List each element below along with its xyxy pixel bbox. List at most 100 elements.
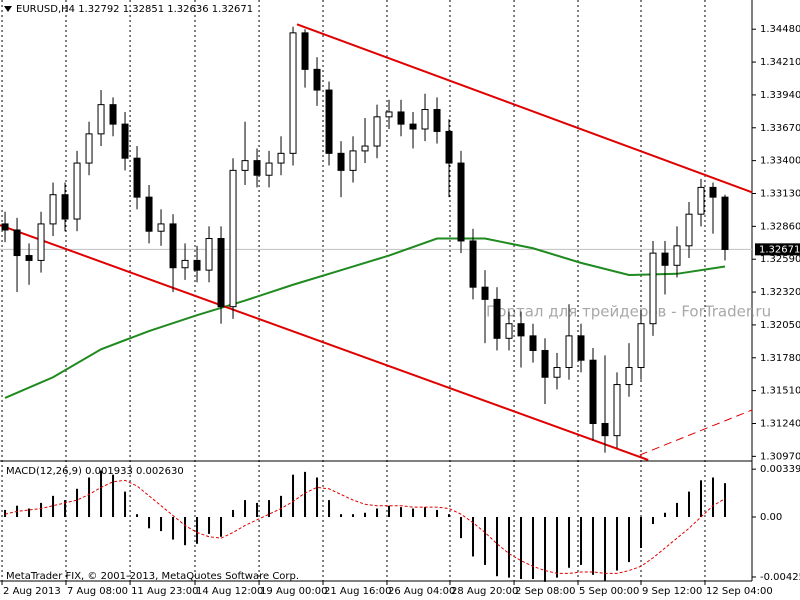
candle-body	[625, 367, 633, 386]
candle-body	[73, 162, 81, 220]
candle-body	[457, 162, 465, 242]
chart-title: EURUSD,H4 1.32792 1.32851 1.32636 1.3267…	[16, 4, 253, 15]
candle-body	[661, 252, 669, 266]
candle-body	[373, 116, 381, 147]
candle-body	[385, 111, 393, 118]
candle-body	[469, 240, 477, 288]
candle-body	[577, 335, 585, 361]
candle-body	[37, 223, 45, 261]
candle-body	[13, 229, 21, 257]
x-tick-label: 2 Aug 2013	[3, 586, 61, 597]
y-tick-label: 1.34210	[760, 57, 800, 68]
macd-bar	[340, 514, 343, 517]
y-tick-label: 1.32320	[760, 287, 800, 298]
macd-bar	[604, 516, 607, 581]
x-tick-label: 7 Aug 08:00	[67, 586, 128, 597]
macd-bar	[112, 474, 115, 517]
macd-bar	[472, 516, 475, 557]
macd-bar	[640, 516, 643, 549]
macd-bar	[568, 516, 571, 568]
macd-bar	[232, 509, 235, 517]
x-tick-label: 28 Aug 20:00	[451, 586, 518, 597]
macd-bar	[4, 509, 7, 517]
x-tick-label: 21 Aug 16:00	[324, 586, 391, 597]
candle-body	[673, 245, 681, 266]
y-tick-label: 1.32050	[760, 320, 800, 331]
macd-bar	[196, 516, 199, 544]
macd-bar	[484, 516, 487, 565]
candle-body	[721, 196, 729, 250]
y-tick-label: 0.003393	[760, 464, 800, 475]
x-tick-label: 12 Sep 04:00	[706, 586, 773, 597]
candle-body	[145, 196, 153, 232]
y-tick-label: 1.30970	[760, 451, 800, 462]
candle-body	[265, 162, 273, 176]
trend-line	[639, 409, 753, 456]
candle-body	[1, 223, 9, 231]
macd-bar	[208, 516, 211, 534]
candle-body	[433, 109, 441, 132]
y-tick-label: 1.32860	[760, 221, 800, 232]
macd-bar	[352, 514, 355, 517]
macd-bar	[412, 508, 415, 517]
x-tick-label: 9 Sep 12:00	[642, 586, 702, 597]
macd-bar	[436, 509, 439, 517]
x-tick-label: 5 Sep 00:00	[579, 586, 639, 597]
candle-body	[517, 323, 525, 337]
candle-body	[97, 104, 105, 135]
macd-bar	[292, 474, 295, 517]
candle-body	[277, 152, 285, 164]
y-tick-label: 1.31780	[760, 353, 800, 364]
candle-body	[121, 123, 129, 159]
macd-bar	[556, 516, 559, 578]
macd-bar	[688, 491, 691, 517]
candle-body	[301, 32, 309, 70]
x-tick-label: 26 Aug 04:00	[388, 586, 455, 597]
macd-bar	[508, 516, 511, 578]
candle-body	[529, 335, 537, 351]
macd-bar	[40, 502, 43, 517]
macd-bar	[628, 516, 631, 563]
candle-body	[313, 68, 321, 91]
candle-body	[109, 104, 117, 125]
macd-bar	[676, 502, 679, 517]
trend-line	[0, 224, 649, 461]
candle-body	[697, 186, 705, 215]
macd-bar	[28, 508, 31, 517]
y-tick-label: 1.31510	[760, 386, 800, 397]
macd-bar	[544, 516, 547, 582]
y-tick-label: -0.004255	[760, 572, 800, 583]
candle-body	[337, 152, 345, 171]
candle-body	[253, 160, 261, 176]
macd-bar	[652, 516, 655, 525]
macd-bar	[388, 505, 391, 517]
macd-bar	[136, 514, 139, 517]
macd-bar	[532, 516, 535, 580]
macd-bar	[616, 516, 619, 571]
candle-body	[205, 238, 213, 271]
macd-bar	[496, 516, 499, 577]
candle-body	[685, 213, 693, 247]
candle-body	[493, 298, 501, 339]
candle-body	[637, 323, 645, 369]
macd-bar	[148, 516, 151, 529]
candle-body	[169, 223, 177, 269]
candle-body	[157, 223, 165, 232]
macd-title: MACD(12,26,9) 0.001933 0.002630	[6, 466, 184, 477]
y-tick-label: 1.33130	[760, 188, 800, 199]
candle-body	[85, 133, 93, 164]
macd-bar	[280, 495, 283, 517]
macd-bar	[376, 508, 379, 517]
candle-body	[181, 259, 189, 269]
y-tick-label: 1.32590	[760, 254, 800, 265]
candle-body	[49, 194, 57, 225]
macd-bar	[100, 470, 103, 517]
macd-bar	[424, 507, 427, 517]
candle-body	[325, 89, 333, 154]
y-tick-label: 1.33670	[760, 123, 800, 134]
candle-body	[349, 150, 357, 171]
macd-bar	[448, 514, 451, 517]
candle-body	[61, 194, 69, 220]
candle-body	[25, 255, 33, 261]
